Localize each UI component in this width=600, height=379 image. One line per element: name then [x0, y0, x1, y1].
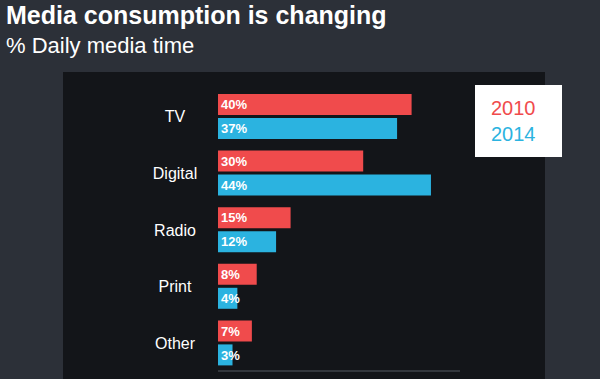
html-text:2014: 2014: [491, 123, 536, 145]
svg-text:37%: 37%: [221, 121, 247, 136]
html-text:2010: 2010: [491, 97, 536, 119]
svg-text:40%: 40%: [221, 97, 247, 112]
svg-text:15%: 15%: [221, 210, 247, 225]
svg-text:Print: Print: [159, 278, 192, 295]
svg-text:Digital: Digital: [153, 165, 197, 182]
svg-text:8%: 8%: [221, 267, 240, 282]
svg-text:Other: Other: [155, 335, 196, 352]
svg-text:Radio: Radio: [154, 222, 196, 239]
svg-text:TV: TV: [165, 108, 186, 125]
svg-text:12%: 12%: [221, 234, 247, 249]
svg-text:3%: 3%: [221, 348, 240, 363]
html-text:% Daily media time: % Daily media time: [6, 33, 195, 58]
html-text:Media consumption is changing: Media consumption is changing: [6, 1, 387, 29]
svg-text:44%: 44%: [221, 178, 247, 193]
svg-text:4%: 4%: [221, 291, 240, 306]
svg-text:7%: 7%: [221, 324, 240, 339]
svg-text:30%: 30%: [221, 154, 247, 169]
